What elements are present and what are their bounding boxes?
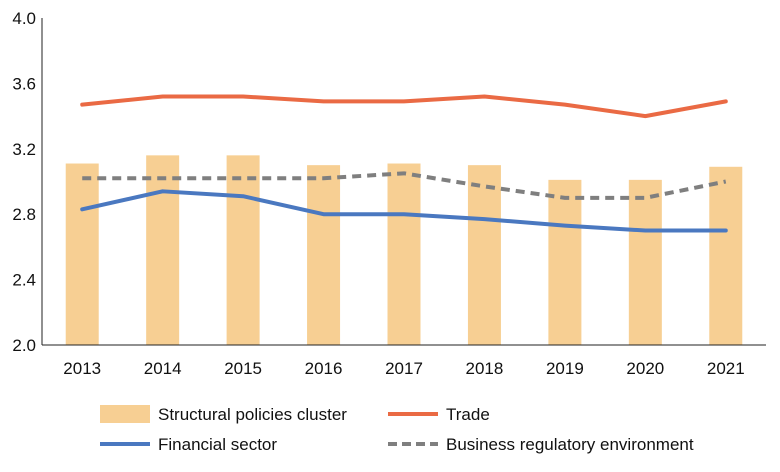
y-tick-labels: 2.0 2.4 2.8 3.2 3.6 4.0 xyxy=(12,9,36,355)
series-line-business-regulatory-environment xyxy=(82,171,727,200)
y-tick-label: 3.6 xyxy=(12,74,36,93)
x-tick-label: 2015 xyxy=(224,359,262,378)
x-tick-label: 2020 xyxy=(626,359,664,378)
x-tick-label: 2019 xyxy=(546,359,584,378)
line-series xyxy=(80,94,728,233)
bar xyxy=(628,179,662,345)
bar xyxy=(65,163,99,345)
x-tick-label: 2021 xyxy=(707,359,745,378)
x-tick-label: 2016 xyxy=(305,359,343,378)
x-tick-label: 2018 xyxy=(466,359,504,378)
bar xyxy=(146,155,180,345)
bar xyxy=(226,155,260,345)
x-tick-label: 2013 xyxy=(63,359,101,378)
x-tick-label: 2014 xyxy=(144,359,182,378)
axes xyxy=(41,18,766,346)
y-tick-label: 4.0 xyxy=(12,9,36,28)
y-tick-label: 2.8 xyxy=(12,205,36,224)
legend-swatch-structural xyxy=(100,405,150,423)
series-line-financial-sector xyxy=(80,189,728,233)
legend-label-business: Business regulatory environment xyxy=(446,435,694,454)
legend-label-trade: Trade xyxy=(446,405,490,424)
y-tick-label: 3.2 xyxy=(12,140,36,159)
legend: Structural policies cluster Trade Financ… xyxy=(100,405,694,454)
bar xyxy=(467,165,501,345)
bar xyxy=(709,166,743,345)
bar xyxy=(387,163,421,345)
bar-series xyxy=(65,155,743,345)
y-tick-label: 2.4 xyxy=(12,271,36,290)
legend-label-financial: Financial sector xyxy=(158,435,277,454)
bar xyxy=(548,179,582,345)
series-line-trade xyxy=(80,94,728,119)
x-tick-label: 2017 xyxy=(385,359,423,378)
bar xyxy=(307,165,341,345)
x-tick-labels: 2013 2014 2015 2016 2017 2018 2019 2020 2021 xyxy=(63,359,744,378)
y-tick-label: 2.0 xyxy=(12,336,36,355)
legend-label-structural: Structural policies cluster xyxy=(158,405,347,424)
